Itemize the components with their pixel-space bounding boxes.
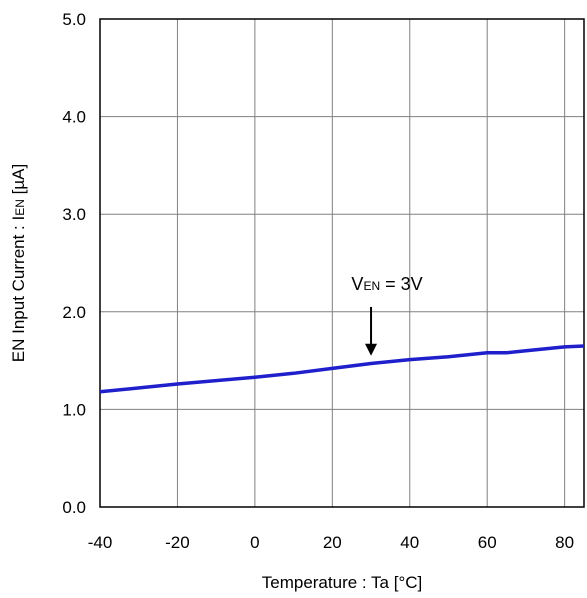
y-tick-label: 1.0 [62, 400, 86, 419]
x-tick-label: 0 [250, 533, 259, 552]
x-axis-title: Temperature : Ta [°C] [262, 573, 423, 592]
grid [100, 19, 584, 507]
annotation-label-tail: = 3V [380, 274, 423, 294]
y-axis-title-tail: [µA] [9, 164, 28, 199]
y-axis-title-main: EN Input Current : I [9, 216, 28, 362]
y-tick-label: 3.0 [62, 205, 86, 224]
x-tick-labels: -40 -20 0 20 40 60 80 [88, 533, 574, 552]
x-tick-label: 20 [323, 533, 342, 552]
series-line [99, 344, 585, 394]
y-tick-label: 0.0 [62, 498, 86, 517]
x-tick-label: 80 [555, 533, 574, 552]
y-tick-label: 4.0 [62, 108, 86, 127]
y-tick-label: 5.0 [62, 10, 86, 29]
y-tick-labels: 0.0 1.0 2.0 3.0 4.0 5.0 [62, 10, 86, 517]
y-tick-label: 2.0 [62, 303, 86, 322]
y-axis-title: EN Input Current : IEN [µA] [9, 164, 28, 362]
y-axis-title-sub: EN [13, 199, 27, 216]
annotation-arrow-head [365, 343, 378, 356]
plot-frame [99, 18, 585, 508]
annotation: VEN = 3V [351, 274, 423, 356]
x-tick-label: -40 [88, 533, 113, 552]
x-tick-label: -20 [165, 533, 190, 552]
annotation-label-sub: EN [363, 279, 380, 293]
x-tick-label: 40 [400, 533, 419, 552]
x-tick-label: 60 [478, 533, 497, 552]
series-layer [99, 344, 585, 394]
annotation-label-main: V [351, 274, 363, 294]
annotation-label: VEN = 3V [351, 274, 422, 294]
